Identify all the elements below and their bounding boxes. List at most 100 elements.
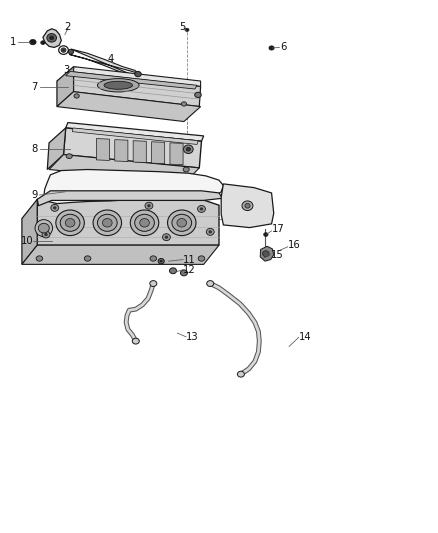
Text: 1: 1 [10,37,16,47]
Ellipse shape [47,34,57,42]
Ellipse shape [150,280,157,287]
Polygon shape [57,92,201,122]
Text: 17: 17 [272,224,284,234]
Polygon shape [133,141,146,163]
Polygon shape [72,128,198,144]
Ellipse shape [104,82,132,90]
Text: 9: 9 [32,190,38,200]
Polygon shape [96,139,110,160]
Ellipse shape [145,203,153,209]
Ellipse shape [162,233,170,241]
Ellipse shape [158,259,164,264]
Ellipse shape [74,94,79,98]
Polygon shape [22,245,219,264]
Ellipse shape [172,214,192,231]
Ellipse shape [35,220,53,237]
Text: 15: 15 [271,250,283,260]
Polygon shape [170,143,183,165]
Polygon shape [66,71,197,89]
Polygon shape [37,199,219,245]
Polygon shape [115,140,128,161]
Ellipse shape [170,268,177,274]
Ellipse shape [102,219,112,227]
Ellipse shape [262,251,269,257]
Polygon shape [221,184,274,228]
Ellipse shape [42,231,50,238]
Ellipse shape [180,270,187,276]
Ellipse shape [135,71,141,77]
Polygon shape [64,128,201,168]
Polygon shape [44,169,223,204]
Text: 6: 6 [280,42,287,52]
Text: 11: 11 [183,255,196,264]
Ellipse shape [198,256,205,261]
Text: 2: 2 [64,22,71,31]
Ellipse shape [56,210,84,236]
Ellipse shape [200,207,203,211]
Ellipse shape [41,41,45,45]
Ellipse shape [44,233,48,236]
Ellipse shape [206,229,214,236]
Ellipse shape [60,214,80,231]
Ellipse shape [269,46,274,50]
Polygon shape [49,155,199,183]
Polygon shape [152,142,165,164]
Ellipse shape [59,46,68,54]
Polygon shape [47,128,66,169]
Text: 3: 3 [64,66,70,75]
Ellipse shape [160,260,162,262]
Text: 5: 5 [179,22,185,31]
Ellipse shape [198,206,205,213]
Polygon shape [22,199,37,264]
Polygon shape [69,49,138,77]
Polygon shape [72,72,201,107]
Polygon shape [74,67,201,86]
Text: 13: 13 [186,332,199,342]
Ellipse shape [62,49,65,51]
Text: 12: 12 [183,265,196,274]
Ellipse shape [84,256,91,261]
Text: 14: 14 [299,333,311,342]
Polygon shape [260,246,274,261]
Ellipse shape [140,219,149,227]
Ellipse shape [183,167,189,172]
Ellipse shape [68,49,74,54]
Ellipse shape [131,210,159,236]
Ellipse shape [97,78,139,92]
Ellipse shape [51,205,59,211]
Ellipse shape [53,206,57,209]
Polygon shape [43,29,61,47]
Ellipse shape [165,236,168,239]
Ellipse shape [242,201,253,211]
Ellipse shape [194,92,201,98]
Ellipse shape [66,154,72,159]
Ellipse shape [185,28,189,31]
Ellipse shape [184,145,193,154]
Ellipse shape [36,256,42,261]
Ellipse shape [207,280,214,287]
Ellipse shape [93,210,122,236]
Polygon shape [66,123,204,141]
Polygon shape [37,191,223,206]
Ellipse shape [147,204,151,207]
Ellipse shape [186,147,191,151]
Ellipse shape [65,219,75,227]
Ellipse shape [97,214,117,231]
Ellipse shape [245,203,250,208]
Ellipse shape [49,36,54,39]
Text: 8: 8 [32,144,38,154]
Ellipse shape [264,232,268,237]
Ellipse shape [39,223,49,233]
Text: 10: 10 [21,236,34,246]
Ellipse shape [237,371,244,377]
Ellipse shape [30,39,36,45]
Ellipse shape [167,210,196,236]
Polygon shape [57,67,74,107]
Ellipse shape [150,256,156,261]
Ellipse shape [61,48,66,52]
Ellipse shape [135,214,154,231]
Text: 4: 4 [107,54,113,63]
Text: 16: 16 [288,240,301,250]
Ellipse shape [208,230,212,233]
Ellipse shape [132,338,139,344]
